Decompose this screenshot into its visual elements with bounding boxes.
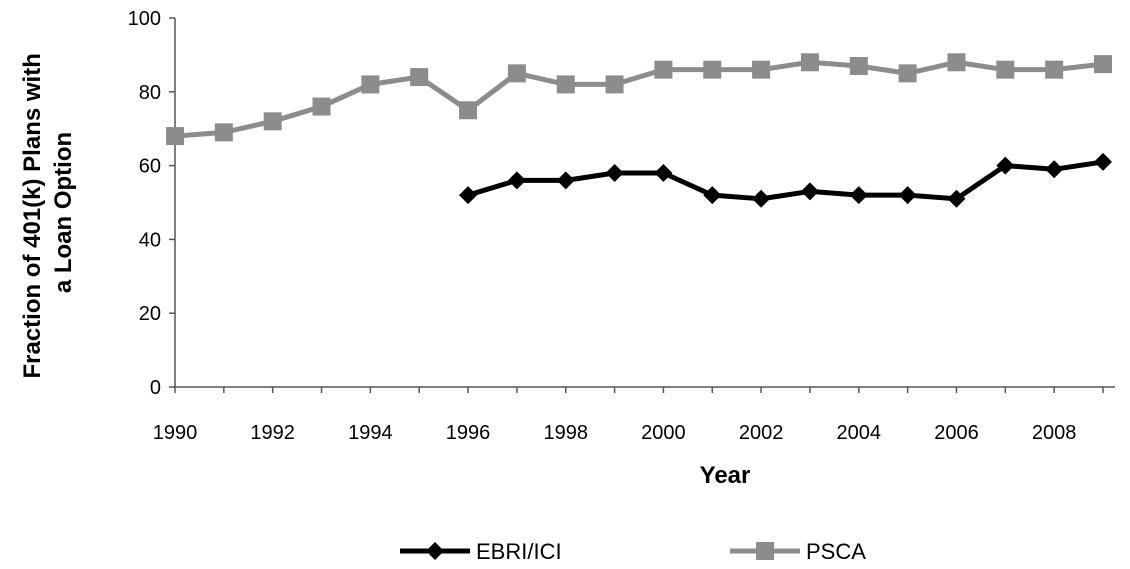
legend-marker-shape	[756, 542, 774, 560]
series-line-ebri-ici	[467, 159, 1104, 202]
data-point-psca	[800, 53, 819, 72]
x-tick-label: 1990	[153, 422, 198, 444]
data-point-psca	[1094, 55, 1112, 74]
data-point-ebri-ici	[947, 189, 966, 208]
x-tick-label: 1996	[446, 422, 491, 444]
data-point-psca	[654, 60, 673, 79]
data-point-ebri-ici	[752, 189, 771, 208]
x-tick-label: 2000	[641, 422, 686, 444]
x-tick-label: 2006	[934, 422, 979, 444]
legend-marker-ebri-ici	[426, 542, 444, 560]
data-point-ebri-ici	[459, 186, 478, 205]
data-point-ebri-ici	[605, 163, 624, 182]
y-tick-label: 100	[128, 8, 161, 30]
data-point-ebri-ici	[898, 186, 917, 205]
legend-label-ebri-ici: EBRI/ICI	[476, 539, 562, 564]
data-point-psca	[605, 75, 624, 94]
data-point-psca	[166, 127, 184, 146]
data-point-psca	[361, 75, 380, 94]
x-tick-label: 2004	[837, 422, 882, 444]
y-tick-label: 80	[139, 82, 161, 104]
data-point-ebri-ici	[800, 182, 819, 201]
data-point-psca	[703, 60, 722, 79]
data-point-psca	[898, 64, 917, 83]
legend-marker-shape	[426, 542, 444, 560]
y-tick-label: 40	[139, 229, 161, 251]
series-psca	[166, 53, 1112, 146]
x-tick-label: 2002	[739, 422, 784, 444]
y-tick-label: 60	[139, 156, 161, 178]
axes	[174, 18, 1115, 388]
legend-label-psca: PSCA	[806, 539, 866, 564]
y-tick-label: 20	[139, 303, 161, 325]
data-point-ebri-ici	[654, 163, 673, 182]
x-axis-ticks: 1990 1992 1994 1996 1998 2000 2002 2004 2006 2008	[153, 387, 1104, 444]
y-axis-title-line-1: Fraction of 401(k) Plans with	[19, 53, 46, 378]
data-point-psca	[214, 123, 233, 142]
data-point-psca	[312, 97, 331, 116]
series-ebri-ici	[459, 152, 1112, 208]
legend-marker-psca	[756, 542, 774, 560]
legend-item-ebri-ici: EBRI/ICI	[400, 539, 562, 564]
data-point-ebri-ici	[556, 171, 575, 190]
data-point-psca	[1045, 60, 1064, 79]
data-point-psca	[410, 68, 429, 87]
y-axis-title: Fraction of 401(k) Plans with a Loan Opt…	[19, 46, 77, 378]
y-tick-label: 0	[150, 377, 161, 399]
x-axis-title: Year	[700, 462, 751, 489]
x-tick-label: 1992	[250, 422, 295, 444]
legend-item-psca: PSCA	[730, 539, 866, 564]
data-point-ebri-ici	[703, 186, 722, 205]
data-point-ebri-ici	[849, 186, 868, 205]
data-point-psca	[947, 53, 966, 72]
data-point-ebri-ici	[507, 171, 526, 190]
data-point-psca	[507, 64, 526, 83]
x-tick-label: 1994	[348, 422, 393, 444]
legend: EBRI/ICI PSCA	[400, 539, 866, 564]
data-point-psca	[996, 60, 1015, 79]
data-point-ebri-ici	[996, 156, 1015, 175]
data-point-psca	[459, 101, 478, 120]
x-tick-label: 1998	[543, 422, 588, 444]
y-axis-title-line-2: a Loan Option	[50, 132, 77, 293]
data-point-ebri-ici	[1094, 152, 1112, 171]
data-point-ebri-ici	[1045, 160, 1064, 179]
y-axis-ticks: 0 20 40 60 80 100	[128, 8, 175, 399]
data-point-psca	[752, 60, 771, 79]
x-tick-label: 2008	[1032, 422, 1077, 444]
data-point-psca	[556, 75, 575, 94]
series-layer	[166, 53, 1112, 208]
data-point-psca	[263, 112, 282, 131]
data-point-psca	[849, 56, 868, 75]
